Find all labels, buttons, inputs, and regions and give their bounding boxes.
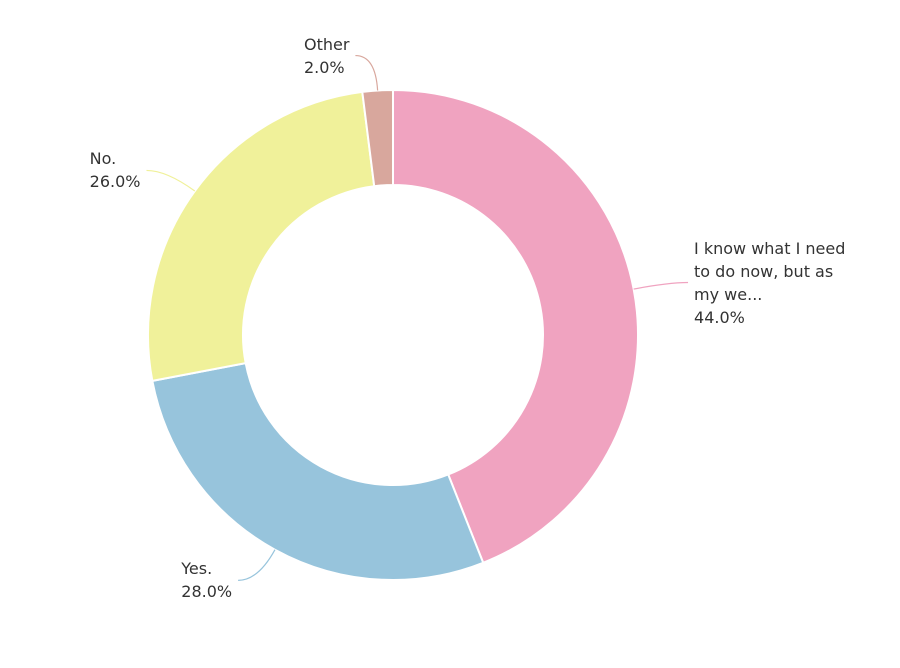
slice-label: I know what I need to do now, but as my … bbox=[694, 237, 854, 329]
category-label: No. bbox=[89, 149, 117, 169]
leader-line bbox=[355, 54, 379, 91]
donut-slice bbox=[361, 88, 394, 188]
category-label: I know what I need to do now, but as my … bbox=[694, 238, 846, 304]
slice-label: Yes. 28.0% bbox=[181, 557, 232, 603]
value-label: 44.0% bbox=[694, 307, 745, 327]
category-label: Other bbox=[303, 34, 350, 54]
leader-line bbox=[238, 549, 276, 581]
leader-line bbox=[146, 169, 196, 192]
donut-slice bbox=[151, 361, 485, 581]
donut-slice bbox=[147, 90, 376, 383]
slice-label: No. 26.0% bbox=[90, 147, 141, 193]
value-label: 28.0% bbox=[181, 582, 233, 602]
value-label: 26.0% bbox=[89, 172, 141, 192]
value-label: 2.0% bbox=[303, 57, 345, 77]
category-label: Yes. bbox=[181, 559, 213, 579]
slice-label: Other 2.0% bbox=[304, 33, 349, 79]
donut-slice bbox=[392, 88, 639, 565]
leader-line bbox=[633, 281, 689, 290]
